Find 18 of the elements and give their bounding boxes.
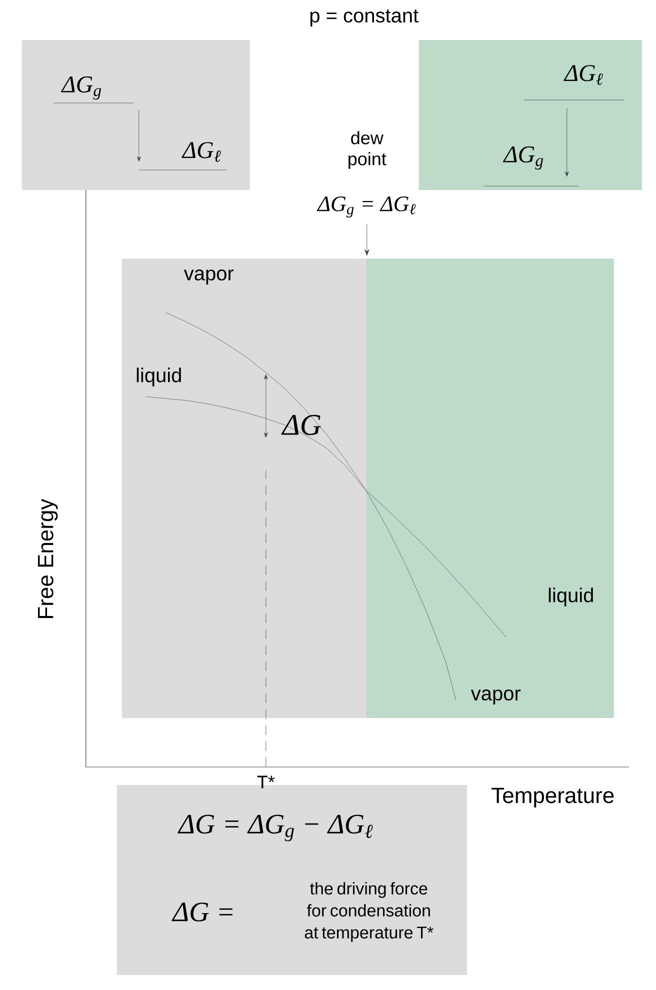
text: ΔG$_{ℓ}$ [182, 142, 221, 162]
text: the driving force for condensation at temperature T* [304, 882, 434, 942]
annotation: ΔG [281, 414, 321, 436]
series-label: vapor [184, 270, 234, 284]
text: T* [257, 776, 275, 788]
y-axis-title: Free Energy [38, 498, 58, 618]
text: ΔG$_{g}$ = ΔG$_{ℓ}$ [316, 196, 416, 218]
annotation: vapor [470, 690, 521, 704]
chart-title: p = constant [310, 9, 419, 27]
text: ΔG$_{g}$ [60, 76, 102, 100]
text: ΔG = [172, 902, 233, 922]
x-axis-title: Temperature [492, 788, 614, 808]
text: ΔG$_{g}$ [502, 146, 544, 170]
text: ΔG$_{ℓ}$ [564, 65, 603, 85]
text: dew point [348, 131, 386, 169]
annotation: liquid [548, 588, 593, 606]
text: ΔG = ΔG$_{g}$ − ΔG$_{ℓ}$ [178, 814, 373, 842]
series-label: liquid [136, 368, 181, 386]
